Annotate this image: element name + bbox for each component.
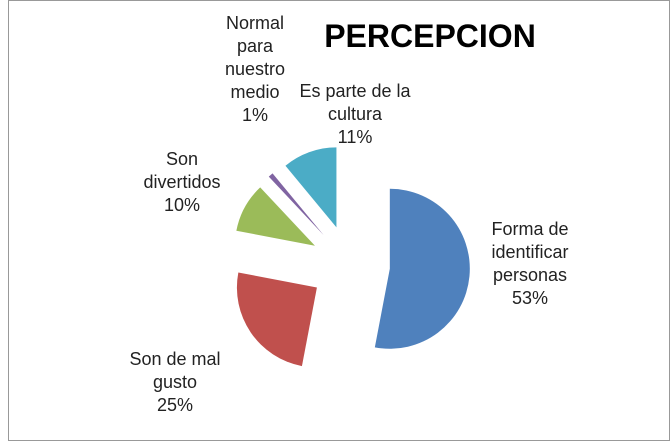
category-label: Es parte de la cultura: [299, 81, 411, 124]
slice-label: Son divertidos 10%: [127, 148, 237, 217]
category-label: Son de mal gusto: [129, 349, 221, 392]
value-label: 11%: [337, 127, 373, 147]
chart-title: PERCEPCION: [324, 18, 536, 54]
pie-slice: [268, 173, 324, 235]
pie-slice: [236, 187, 315, 246]
slice-label: Son de mal gusto 25%: [110, 348, 240, 417]
category-label: Son divertidos: [143, 149, 221, 192]
slice-label: Es parte de la cultura 11%: [295, 80, 415, 149]
category-label: Forma de identificar personas: [491, 219, 569, 285]
pie-slice: [236, 272, 317, 367]
slice-label: Forma de identificar personas 53%: [475, 218, 585, 310]
category-label: Normal para nuestro medio: [224, 13, 286, 102]
slice-label: Normal para nuestro medio 1%: [210, 12, 300, 127]
value-label: 25%: [156, 395, 194, 415]
value-label: 10%: [163, 195, 201, 215]
pie-slice: [374, 188, 470, 349]
value-label: 53%: [511, 288, 549, 308]
value-label: 1%: [241, 105, 268, 125]
pie-slice: [285, 147, 337, 228]
